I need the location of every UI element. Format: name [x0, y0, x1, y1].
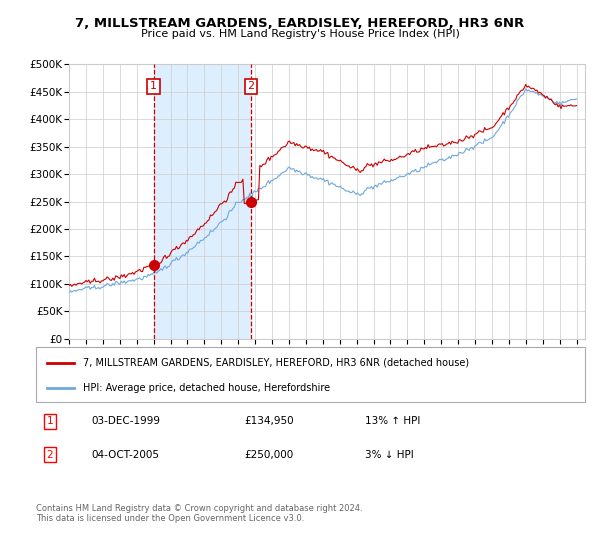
Text: 2: 2	[46, 450, 53, 460]
Text: £134,950: £134,950	[245, 416, 294, 426]
Text: 1: 1	[150, 81, 157, 91]
Text: Contains HM Land Registry data © Crown copyright and database right 2024.
This d: Contains HM Land Registry data © Crown c…	[36, 504, 362, 524]
Text: 04-OCT-2005: 04-OCT-2005	[91, 450, 159, 460]
Bar	[154, 64, 251, 339]
Text: 2: 2	[247, 81, 254, 91]
FancyBboxPatch shape	[36, 347, 585, 402]
Text: 13% ↑ HPI: 13% ↑ HPI	[365, 416, 421, 426]
Text: 03-DEC-1999: 03-DEC-1999	[91, 416, 160, 426]
Text: HPI: Average price, detached house, Herefordshire: HPI: Average price, detached house, Here…	[83, 384, 330, 393]
Text: Price paid vs. HM Land Registry's House Price Index (HPI): Price paid vs. HM Land Registry's House …	[140, 29, 460, 39]
Text: 7, MILLSTREAM GARDENS, EARDISLEY, HEREFORD, HR3 6NR (detached house): 7, MILLSTREAM GARDENS, EARDISLEY, HEREFO…	[83, 358, 469, 367]
Text: £250,000: £250,000	[245, 450, 294, 460]
Text: 7, MILLSTREAM GARDENS, EARDISLEY, HEREFORD, HR3 6NR: 7, MILLSTREAM GARDENS, EARDISLEY, HEREFO…	[76, 17, 524, 30]
Text: 1: 1	[46, 416, 53, 426]
Text: 3% ↓ HPI: 3% ↓ HPI	[365, 450, 414, 460]
